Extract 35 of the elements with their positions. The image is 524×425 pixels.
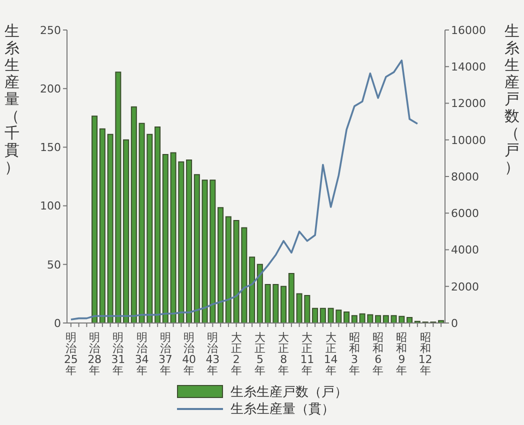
x-tick-label: 明治43年: [206, 331, 220, 377]
y2-tick-label: 10000: [451, 134, 486, 147]
x-tick-label: 昭和6年: [372, 331, 384, 377]
y2-tick-label: 2000: [451, 280, 479, 294]
y-tick-label: 250: [40, 24, 61, 37]
y2-tick-label: 14000: [451, 60, 486, 74]
y-tick-label: 0: [54, 316, 61, 330]
x-tick-label: 明治40年: [182, 331, 196, 377]
text: 生糸生産戸数（戸）: [504, 22, 520, 176]
x-tick-label: 大正14年: [324, 331, 338, 377]
x-tick-label: 明治34年: [134, 331, 149, 377]
x-tick-label: 大正5年: [254, 331, 266, 377]
y2-tick-label: 8000: [451, 170, 479, 184]
y2-tick-label: 6000: [451, 207, 479, 220]
y2-tick-label: 12000: [451, 97, 486, 110]
y2-tick-label: 0: [451, 316, 458, 330]
y-tick-label: 150: [40, 141, 61, 154]
x-tick-label: 明治31年: [111, 331, 126, 377]
y-tick-label: 50: [47, 258, 61, 272]
x-tick-label: 昭和9年: [396, 331, 408, 377]
x-tick-label: 大正8年: [278, 331, 290, 377]
x-tick-label: 明治25年: [64, 331, 78, 377]
x-tick-label: 昭和3年: [348, 331, 360, 377]
y-tick-label: 200: [40, 82, 61, 96]
legend-label: 生糸生産戸数（戸）: [230, 384, 348, 400]
x-tick-label: 大正2年: [230, 331, 242, 377]
x-tick-label: 大正11年: [300, 331, 314, 377]
text: 生糸生産量（千貫）: [4, 22, 20, 176]
x-tick-label: 明治28年: [88, 331, 102, 377]
y-tick-label: 100: [40, 200, 61, 213]
x-tick-label: 明治37年: [158, 331, 172, 377]
x-tick-label: 昭和12年: [418, 331, 432, 377]
y2-tick-label: 16000: [451, 24, 486, 37]
legend-label: 生糸生産量（貫）: [230, 400, 334, 418]
y2-tick-label: 4000: [451, 244, 479, 257]
